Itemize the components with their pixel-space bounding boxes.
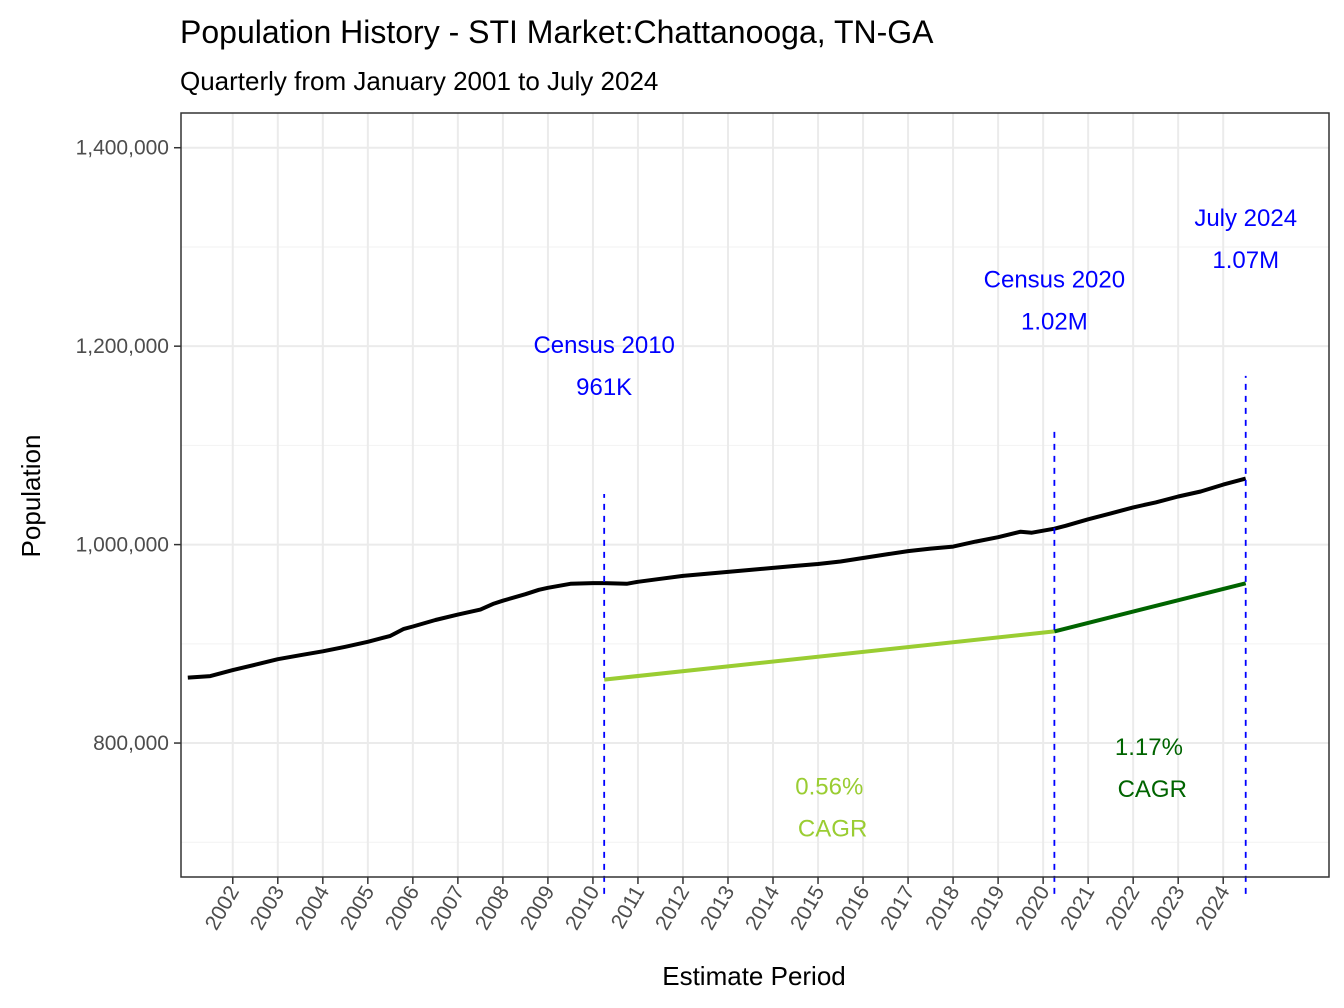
annotation-line: Census 2020 [984, 267, 1125, 294]
series-line-0 [187, 476, 1247, 680]
x-axis: 2002 2003 2004 2005 2006 2007 2008 2009 2010 2011… [201, 877, 1235, 934]
y-tick-label: 1,200,000 [76, 335, 169, 358]
x-tick-label: 2012 [651, 882, 694, 934]
annotation-line: CAGR [1111, 776, 1187, 803]
annotation-line: Census 2010 [533, 332, 674, 359]
x-tick-label: 2016 [831, 882, 874, 934]
x-tick-label: 2010 [561, 882, 604, 934]
x-tick-label: 2002 [201, 882, 244, 934]
x-tick-label: 2011 [607, 882, 650, 933]
x-tick-label: 2004 [291, 882, 334, 934]
y-tick-label: 800,000 [93, 732, 169, 755]
series-line-2 [1053, 581, 1247, 634]
x-tick-label: 2021 [1056, 882, 1099, 934]
reference-lines [603, 375, 1247, 894]
chart-subtitle: Quarterly from January 2001 to July 2024 [180, 66, 658, 96]
x-tick-label: 2024 [1191, 882, 1234, 934]
annotation-line: CAGR [791, 816, 867, 843]
annotation-label: 0.56% CAGR [791, 774, 867, 843]
x-tick-label: 2020 [1011, 882, 1054, 934]
plot-panel-border [180, 112, 1330, 878]
annotation-label: Census 2020 1.02M [984, 267, 1125, 336]
y-tick-label: 1,000,000 [76, 534, 169, 557]
x-tick-label: 2022 [1101, 882, 1144, 934]
y-axis-title: Population [16, 435, 46, 558]
x-tick-label: 2014 [741, 882, 784, 934]
x-tick-label: 2007 [426, 882, 469, 934]
annotation-line: July 2024 [1194, 205, 1297, 232]
y-tick-label: 1,400,000 [76, 137, 169, 160]
series-layer [187, 476, 1247, 682]
minor-gridlines [181, 246, 1329, 843]
annotations: Census 2010 961K Census 2020 1.02M July 2024… [533, 205, 1297, 843]
x-tick-label: 2015 [786, 882, 829, 934]
annotation-label: 1.17% CAGR [1111, 734, 1187, 803]
annotation-line: 0.56% [795, 774, 863, 801]
x-tick-label: 2009 [516, 882, 559, 934]
x-tick-label: 2013 [696, 882, 739, 934]
chart-title: Population History - STI Market:Chattano… [180, 14, 934, 50]
x-tick-label: 2008 [471, 882, 514, 934]
annotation-line: 1.02M [1021, 309, 1088, 336]
annotation-label: Census 2010 961K [533, 332, 674, 401]
x-axis-title: Estimate Period [662, 961, 846, 991]
x-tick-label: 2006 [381, 882, 424, 934]
annotation-line: 1.07M [1212, 247, 1279, 274]
x-tick-label: 2023 [1146, 882, 1189, 934]
annotation-label: July 2024 1.07M [1194, 205, 1297, 274]
annotation-line: 961K [576, 374, 632, 401]
x-tick-label: 2019 [966, 882, 1009, 934]
major-gridlines [181, 113, 1329, 877]
x-tick-label: 2018 [921, 882, 964, 934]
annotation-line: 1.17% [1115, 734, 1183, 761]
y-axis: 800,000 1,000,000 1,200,000 1,400,000 [76, 137, 181, 755]
x-tick-label: 2003 [246, 882, 289, 934]
x-tick-label: 2017 [876, 882, 919, 934]
x-tick-label: 2005 [336, 882, 379, 934]
series-line-1 [603, 629, 1055, 682]
